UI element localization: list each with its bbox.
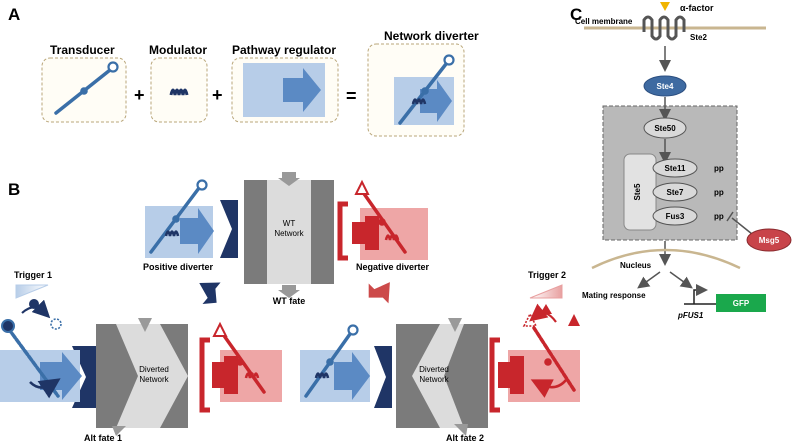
msg5-inhibition-bar — [726, 211, 734, 222]
mating-response-label: Mating response — [582, 291, 646, 300]
ste5-label: Ste5 — [633, 183, 642, 200]
ste50-node — [643, 117, 687, 139]
equals-sign: = — [346, 86, 357, 106]
ste2-label: Ste2 — [690, 33, 707, 42]
fus3-label: Fus3 — [666, 212, 685, 221]
diverted-network-2-line2: Network — [419, 375, 449, 384]
arrow-mating — [637, 271, 661, 289]
diverted-1-red-bracket — [199, 337, 210, 413]
ste2-receptor-icon — [642, 15, 686, 41]
msg5-label: Msg5 — [759, 236, 780, 245]
ste50-label: Ste50 — [654, 124, 676, 133]
wt-network-line1: WT — [283, 219, 296, 228]
negative-diverter: Negative diverter — [352, 179, 430, 272]
trigger-2: Trigger 2 — [528, 270, 566, 299]
diverted-network-2-line1: Diverted — [419, 365, 449, 374]
panel-c: C α-factor Cell membrane Ste2 Ste4 Ste50… — [570, 2, 792, 320]
ste11-node — [652, 158, 698, 178]
ste4-label: Ste4 — [657, 82, 674, 91]
diverted-2-navy-notch — [374, 346, 392, 408]
diverted-network-1: Diverted Network — [96, 318, 188, 436]
inactive-negative-diverter — [212, 321, 282, 402]
modulator-label: Modulator — [149, 43, 207, 57]
positive-diverter-label: Positive diverter — [143, 262, 214, 272]
pfus1-label: pFUS1 — [677, 311, 704, 320]
alt-fate-2-label: Alt fate 2 — [446, 433, 484, 442]
wt-network-line2: Network — [274, 229, 304, 238]
msg5-inhibition — [731, 217, 753, 235]
trigger1-label: Trigger 1 — [14, 270, 52, 280]
diverted-network-1-line2: Network — [139, 375, 169, 384]
diverter-label: Network diverter — [384, 29, 479, 43]
diverted-1-navy-notch — [72, 346, 96, 408]
ste4-node — [643, 75, 687, 97]
gfp-box — [716, 294, 766, 312]
positive-diverter: Positive diverter — [143, 179, 214, 272]
nucleus-label: Nucleus — [620, 261, 652, 270]
ste11-pp: pp — [714, 164, 724, 173]
nuclear-membrane — [591, 248, 741, 270]
alt-fate-1-label: Alt fate 1 — [84, 433, 122, 442]
fus3-node — [652, 206, 698, 226]
spring-icon — [169, 88, 189, 96]
wt-network: WT Network — [244, 172, 334, 298]
alpha-factor-label: α-factor — [680, 3, 714, 13]
regulator-label: Pathway regulator — [232, 43, 336, 57]
cell-membrane-label: Cell membrane — [575, 17, 633, 26]
plus-sign-1: + — [134, 85, 145, 105]
transition-arrow-right — [368, 282, 390, 304]
trigger-1: Trigger 1 — [14, 270, 52, 299]
ste7-label: Ste7 — [667, 188, 684, 197]
alpha-factor-icon — [660, 2, 670, 11]
active-negative-diverter — [498, 303, 580, 402]
fus3-pp: pp — [714, 212, 724, 221]
panel-c-letter: C — [570, 5, 582, 24]
diverted-network-1-line1: Diverted — [139, 365, 169, 374]
transducer-icon — [54, 61, 119, 115]
active-positive-diverter — [0, 299, 82, 402]
regulator-arrow-icon — [283, 68, 321, 112]
ste7-pp: pp — [714, 188, 724, 197]
panel-a-letter: A — [8, 5, 20, 24]
wt-fate-label: WT fate — [273, 296, 306, 306]
positive-notch — [220, 200, 238, 258]
diverted-2-red-bracket — [489, 337, 500, 413]
diverted-network-2: Diverted Network — [396, 318, 488, 436]
negative-bracket — [337, 201, 348, 261]
transducer-label: Transducer — [50, 43, 115, 57]
promoter-arrow-icon — [693, 284, 708, 304]
panel-b-letter: B — [8, 180, 20, 199]
negative-diverter-label: Negative diverter — [356, 262, 430, 272]
plus-sign-2: + — [212, 85, 223, 105]
diverter-transducer-icon — [398, 54, 455, 125]
ste11-label: Ste11 — [665, 164, 686, 173]
ste7-node — [652, 182, 698, 202]
gfp-label: GFP — [733, 299, 750, 308]
transition-arrow-left — [199, 282, 221, 305]
trigger2-label: Trigger 2 — [528, 270, 566, 280]
msg5-node — [746, 228, 792, 252]
inactive-positive-diverter — [300, 324, 370, 402]
panel-b: B WT Network Positive diverter — [0, 172, 580, 442]
modulator-box — [150, 57, 208, 123]
arrow-gene — [669, 271, 693, 289]
panel-a: A Transducer + Modulator + Pathway regul… — [8, 5, 479, 137]
